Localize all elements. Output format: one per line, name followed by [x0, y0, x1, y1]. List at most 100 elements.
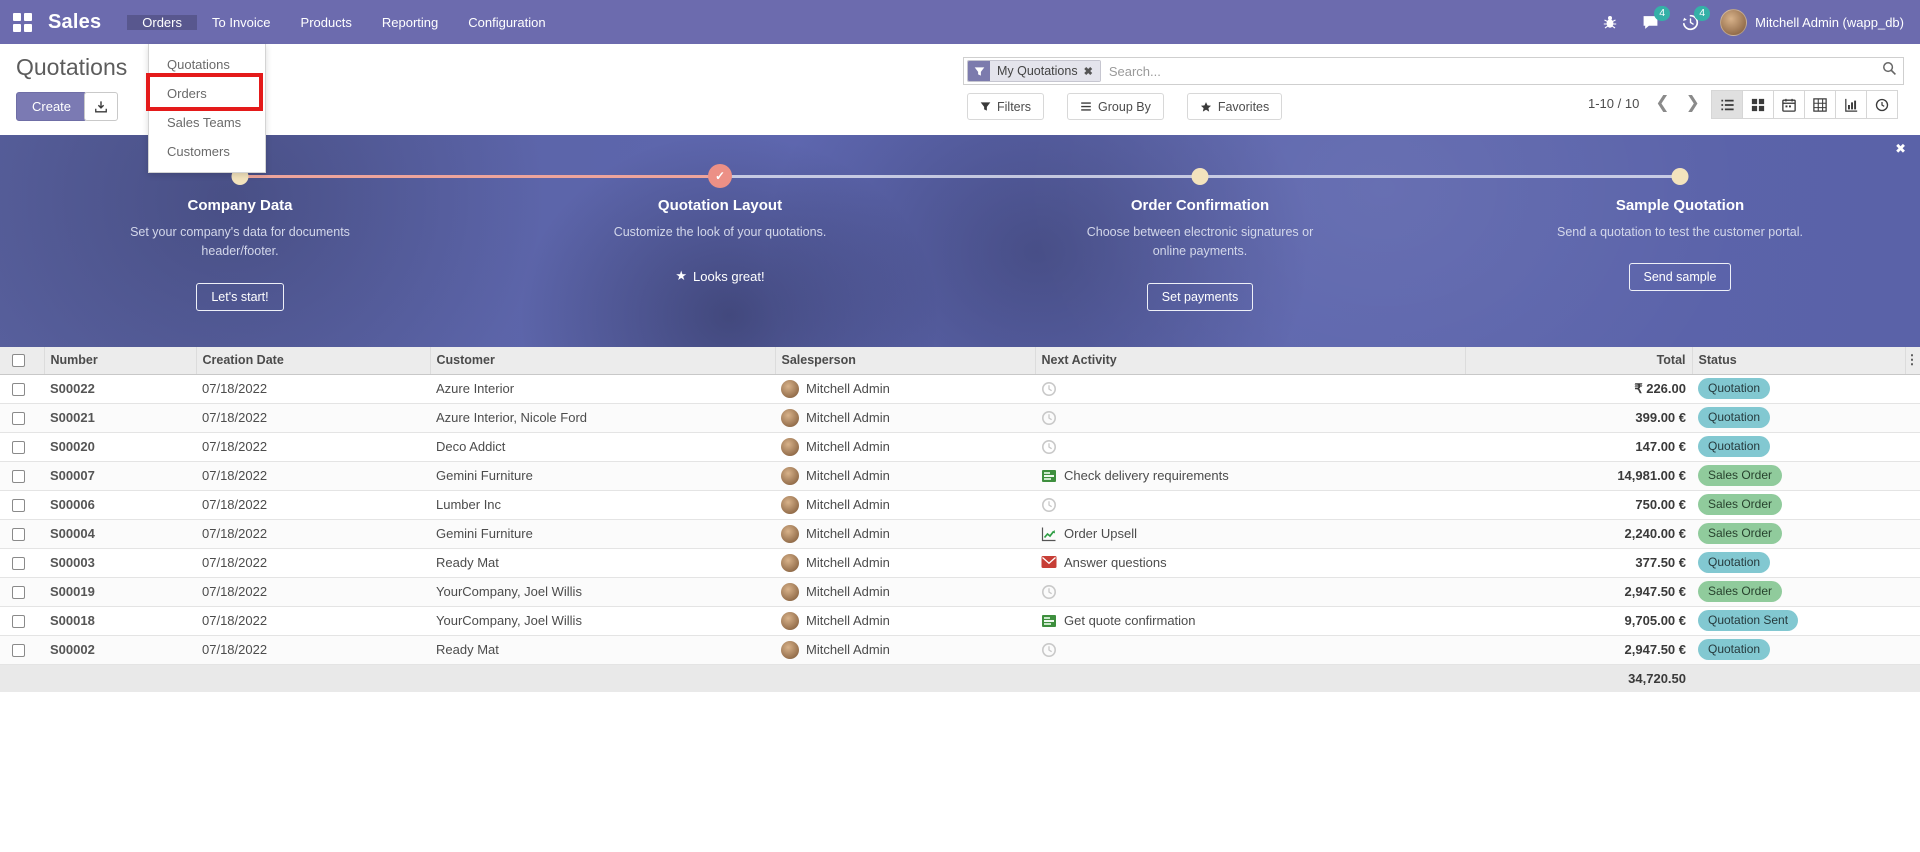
row-checkbox[interactable] [12, 615, 25, 629]
kanban-view-icon [1751, 98, 1765, 111]
clock-icon[interactable] [1041, 642, 1057, 658]
banner-close-icon[interactable]: ✖ [1895, 141, 1906, 156]
salesperson-avatar [781, 611, 799, 630]
app-name[interactable]: Sales [48, 10, 102, 33]
filter-funnel-icon [968, 61, 990, 81]
search-input[interactable] [1108, 63, 1882, 79]
set-payments-button[interactable]: Set payments [1146, 282, 1254, 311]
header-number[interactable]: Number [43, 347, 196, 375]
table-row[interactable]: S00002 07/18/2022 Ready Mat Mitchell Admin 2… [0, 635, 1920, 665]
table-row[interactable]: S00018 07/18/2022 YourCompany, Joel Willis… [0, 606, 1920, 636]
calendar-view-button[interactable] [1773, 90, 1805, 119]
create-button[interactable]: Create [16, 92, 88, 121]
kanban-view-button[interactable] [1742, 90, 1774, 119]
dropdown-item-customers[interactable]: Customers [167, 144, 230, 159]
customer-name: YourCompany, Joel Willis [430, 606, 775, 636]
status-badge: Sales Order [1698, 465, 1783, 486]
nav-item-orders[interactable]: Orders [127, 14, 197, 30]
step-dot [1191, 168, 1209, 185]
activities-icon[interactable]: 4 [1680, 6, 1711, 32]
table-row[interactable]: S00006 07/18/2022 Lumber Inc Mitchell Admin… [0, 490, 1920, 520]
table-row[interactable]: S00021 07/18/2022 Azure Interior, Nicole F… [0, 403, 1920, 433]
table-row[interactable]: S00022 07/18/2022 Azure Interior Mitchell A… [0, 374, 1920, 404]
favorites-button[interactable]: Favorites [1186, 93, 1283, 120]
order-total: 14,981.00 € [1465, 461, 1692, 491]
nav-item-reporting[interactable]: Reporting [381, 14, 439, 30]
header-next-activity[interactable]: Next Activity [1034, 347, 1465, 375]
export-button[interactable] [84, 92, 118, 121]
user-menu[interactable]: Mitchell Admin (wapp_db) [1720, 8, 1904, 36]
messages-icon[interactable]: 4 [1640, 6, 1671, 32]
dropdown-item-orders[interactable]: Orders [167, 86, 207, 101]
looks-great-link[interactable]: ★ Looks great! [675, 268, 765, 284]
row-checkbox[interactable] [12, 528, 25, 542]
header-creation-date[interactable]: Creation Date [195, 347, 430, 375]
facet-remove-icon[interactable]: ✖ [1083, 65, 1093, 78]
pager-next-icon[interactable]: ❯ [1685, 93, 1700, 113]
nav-item-products[interactable]: Products [300, 14, 352, 30]
row-checkbox[interactable] [12, 586, 25, 600]
order-total: 2,947.50 € [1465, 577, 1692, 607]
lets-start-button[interactable]: Let's start! [196, 282, 284, 311]
row-checkbox[interactable] [12, 644, 25, 658]
pivot-view-button[interactable] [1804, 90, 1836, 119]
list-view-button[interactable] [1711, 90, 1743, 119]
nav-item-to-invoice[interactable]: To Invoice [212, 14, 271, 30]
clock-icon[interactable] [1041, 410, 1057, 426]
debug-bug-icon[interactable] [1600, 12, 1620, 32]
onboarding-step-order-confirmation: Order Confirmation Choose between electr… [960, 135, 1440, 347]
user-name: Mitchell Admin (wapp_db) [1755, 14, 1904, 30]
header-total[interactable]: Total [1464, 347, 1692, 375]
graph-view-button[interactable] [1835, 90, 1867, 119]
apps-menu-button[interactable] [0, 0, 44, 44]
list-view-icon [1720, 99, 1734, 110]
clock-icon[interactable] [1041, 584, 1057, 600]
header-status[interactable]: Status [1691, 347, 1905, 375]
table-row[interactable]: S00019 07/18/2022 YourCompany, Joel Willis… [0, 577, 1920, 607]
clock-icon[interactable] [1041, 381, 1057, 397]
send-sample-button[interactable]: Send sample [1628, 263, 1732, 292]
clock-icon[interactable] [1041, 497, 1057, 513]
optional-columns-icon[interactable]: ⋮ [1905, 352, 1919, 368]
row-checkbox[interactable] [12, 470, 25, 484]
order-number: S00018 [44, 606, 196, 636]
row-checkbox[interactable] [12, 441, 25, 455]
customer-name: Ready Mat [430, 635, 775, 665]
dropdown-item-sales-teams[interactable]: Sales Teams [167, 115, 242, 130]
quotations-table-body: S00022 07/18/2022 Azure Interior Mitchell A… [0, 374, 1920, 665]
onboarding-banner: ✖ Company Data Set your company's data f… [0, 135, 1920, 347]
row-checkbox[interactable] [12, 412, 25, 426]
envelope-icon[interactable] [1041, 555, 1057, 571]
row-checkbox[interactable] [12, 557, 25, 571]
search-icon[interactable] [1882, 61, 1897, 81]
download-icon [95, 100, 107, 112]
salesperson-name: Mitchell Admin [806, 555, 890, 570]
tasks-icon[interactable] [1041, 613, 1057, 629]
table-row[interactable]: S00020 07/18/2022 Deco Addict Mitchell Admi… [0, 432, 1920, 462]
top-navbar: Sales Orders To Invoice Products Reporti… [0, 0, 1920, 44]
dropdown-item-quotations[interactable]: Quotations [167, 57, 230, 72]
table-row[interactable]: S00007 07/18/2022 Gemini Furniture Mitchell… [0, 461, 1920, 491]
tasks-icon[interactable] [1041, 468, 1057, 484]
clock-icon[interactable] [1041, 439, 1057, 455]
chart-icon[interactable] [1041, 526, 1057, 542]
table-row[interactable]: S00003 07/18/2022 Ready Mat Mitchell Admin A… [0, 548, 1920, 578]
header-salesperson[interactable]: Salesperson [774, 347, 1035, 375]
creation-date: 07/18/2022 [196, 490, 430, 520]
nav-item-configuration[interactable]: Configuration [468, 14, 546, 30]
customer-name: Gemini Furniture [430, 461, 775, 491]
order-total: 2,947.50 € [1465, 635, 1692, 665]
row-checkbox[interactable] [12, 383, 25, 397]
table-row[interactable]: S00004 07/18/2022 Gemini Furniture Mitchell… [0, 519, 1920, 549]
search-bar[interactable]: My Quotations ✖ [963, 57, 1904, 85]
salesperson-name: Mitchell Admin [806, 584, 890, 599]
filters-button[interactable]: Filters [967, 93, 1045, 120]
row-checkbox[interactable] [12, 499, 25, 513]
select-all-checkbox[interactable] [12, 354, 25, 368]
pager-previous-icon[interactable]: ❮ [1655, 93, 1670, 113]
status-badge: Quotation [1698, 378, 1771, 399]
header-customer[interactable]: Customer [429, 347, 775, 375]
activity-view-button[interactable] [1866, 90, 1898, 119]
group-by-button[interactable]: Group By [1067, 93, 1164, 120]
